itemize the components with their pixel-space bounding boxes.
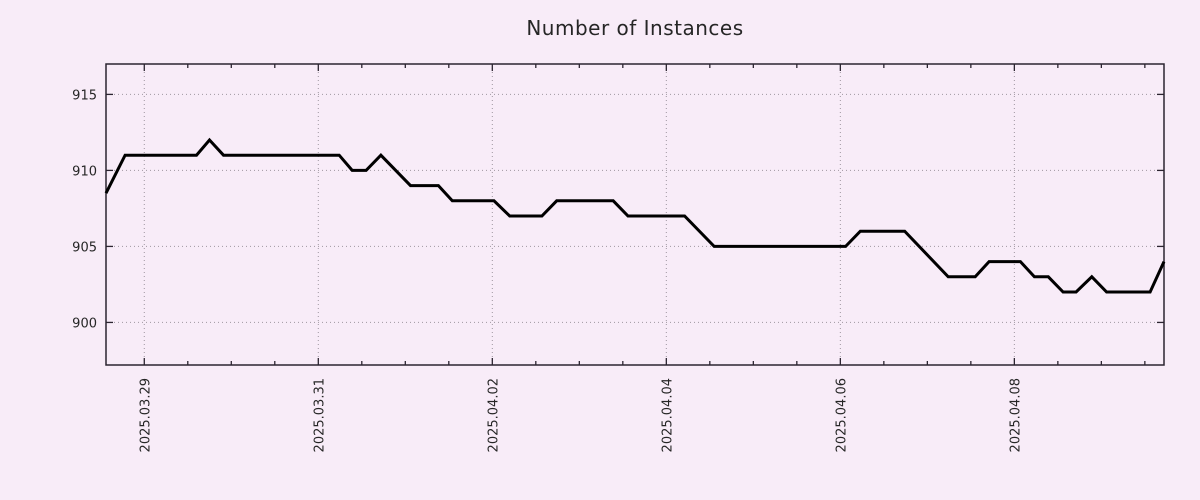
x-gridlines: [143, 64, 1015, 365]
series-line-instances: [104, 137, 1166, 294]
x-tick-label: 2025.04.02: [486, 378, 501, 452]
y-tick-label: 910: [72, 164, 97, 179]
chart-title: Number of Instances: [526, 16, 744, 40]
x-tick-label: 2025.03.29: [138, 378, 153, 452]
y-tick-labels: 900 905 910 915: [72, 88, 97, 331]
y-tick-label: 900: [72, 316, 97, 331]
x-tick-label: 2025.04.06: [834, 378, 849, 452]
x-tick-label: 2025.03.31: [312, 378, 327, 452]
plot-frame: [105, 63, 1165, 366]
x-tick-label: 2025.04.04: [660, 378, 675, 452]
y-tick-label: 905: [72, 240, 97, 255]
y-tick-label: 915: [72, 88, 97, 103]
x-tick-label: 2025.04.08: [1008, 378, 1023, 452]
y-gridlines: [106, 93, 1164, 323]
series: [104, 137, 1166, 294]
tick-marks: [106, 64, 1164, 365]
x-tick-labels: 2025.03.29 2025.03.31 2025.04.02 2025.04.04…: [138, 378, 1023, 452]
